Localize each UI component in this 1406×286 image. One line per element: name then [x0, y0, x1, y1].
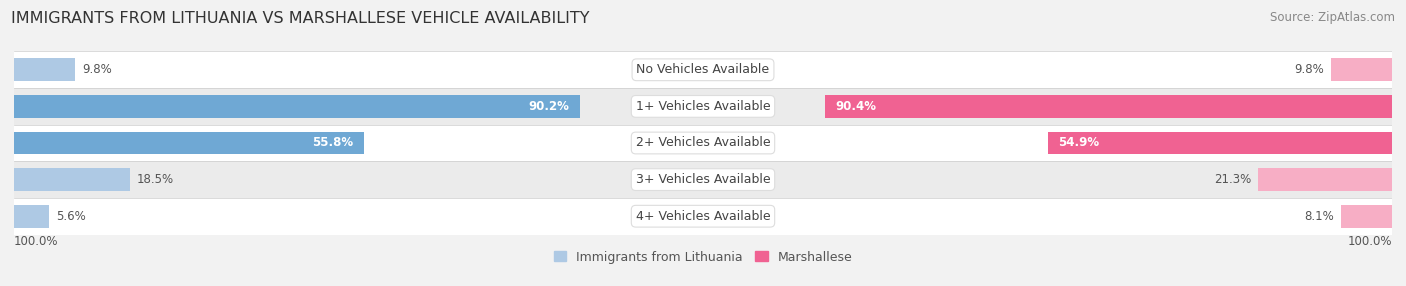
Bar: [1330, 58, 1392, 81]
Text: 9.8%: 9.8%: [1294, 63, 1323, 76]
Bar: [14, 168, 129, 191]
Text: 5.6%: 5.6%: [56, 210, 86, 223]
Text: 100.0%: 100.0%: [1347, 235, 1392, 248]
Bar: [1047, 132, 1392, 154]
Text: 21.3%: 21.3%: [1215, 173, 1251, 186]
Text: 90.4%: 90.4%: [835, 100, 876, 113]
Bar: [14, 205, 49, 228]
Bar: [14, 125, 1392, 161]
Text: 1+ Vehicles Available: 1+ Vehicles Available: [636, 100, 770, 113]
Bar: [14, 95, 579, 118]
Bar: [14, 198, 1392, 235]
Text: 4+ Vehicles Available: 4+ Vehicles Available: [636, 210, 770, 223]
Bar: [825, 95, 1392, 118]
Text: No Vehicles Available: No Vehicles Available: [637, 63, 769, 76]
Text: 90.2%: 90.2%: [529, 100, 569, 113]
Bar: [1341, 205, 1392, 228]
Text: 8.1%: 8.1%: [1305, 210, 1334, 223]
Text: IMMIGRANTS FROM LITHUANIA VS MARSHALLESE VEHICLE AVAILABILITY: IMMIGRANTS FROM LITHUANIA VS MARSHALLESE…: [11, 11, 589, 26]
Text: 54.9%: 54.9%: [1059, 136, 1099, 150]
Text: Source: ZipAtlas.com: Source: ZipAtlas.com: [1270, 11, 1395, 24]
Bar: [14, 58, 76, 81]
Text: 9.8%: 9.8%: [83, 63, 112, 76]
Bar: [14, 161, 1392, 198]
Bar: [1258, 168, 1392, 191]
Text: 18.5%: 18.5%: [136, 173, 174, 186]
Bar: [14, 51, 1392, 88]
Legend: Immigrants from Lithuania, Marshallese: Immigrants from Lithuania, Marshallese: [548, 246, 858, 269]
Text: 55.8%: 55.8%: [312, 136, 353, 150]
Bar: [14, 88, 1392, 125]
Text: 100.0%: 100.0%: [14, 235, 59, 248]
Bar: [14, 132, 364, 154]
Text: 2+ Vehicles Available: 2+ Vehicles Available: [636, 136, 770, 150]
Text: 3+ Vehicles Available: 3+ Vehicles Available: [636, 173, 770, 186]
